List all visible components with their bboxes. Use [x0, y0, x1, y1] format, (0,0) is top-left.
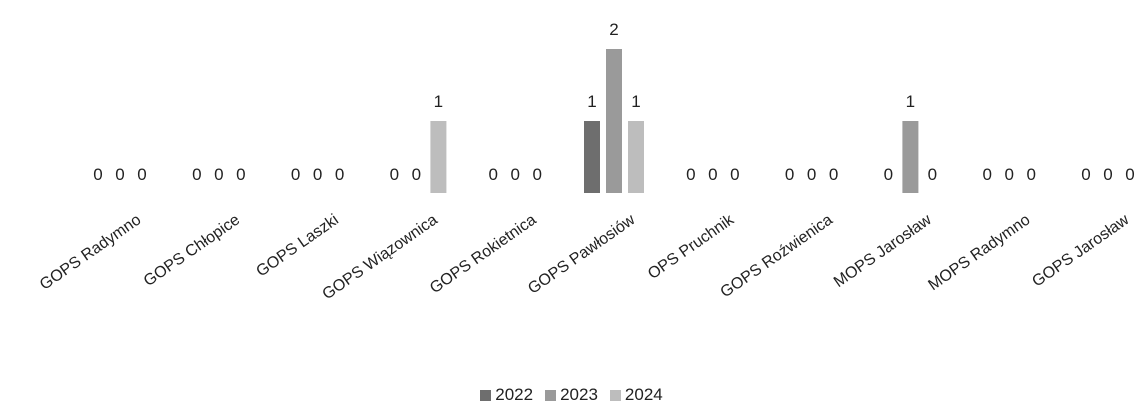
data-label-2022-0: 0	[93, 165, 102, 184]
data-label-2023-10: 0	[1103, 165, 1112, 184]
data-label-2024-7: 0	[829, 165, 838, 184]
data-label-2022-3: 0	[390, 165, 399, 184]
legend-label-2023: 2023	[560, 385, 598, 404]
data-label-2024-0: 0	[137, 165, 146, 184]
data-label-2023-5: 2	[609, 20, 618, 39]
legend-item-2022: 2022	[480, 385, 533, 405]
bar-2023-8	[902, 121, 919, 193]
data-label-2023-6: 0	[708, 165, 717, 184]
category-label-10: GOPS Jarosław	[1029, 211, 1132, 290]
legend-swatch-2022	[480, 390, 492, 402]
data-label-2023-3: 0	[412, 165, 421, 184]
category-label-4: GOPS Rokietnica	[427, 211, 540, 297]
data-label-2023-1: 0	[214, 165, 223, 184]
chart-legend: 2022 2023 2024	[0, 385, 1143, 405]
data-label-2022-7: 0	[785, 165, 794, 184]
data-label-2023-2: 0	[313, 165, 322, 184]
data-label-2023-0: 0	[115, 165, 124, 184]
data-label-2023-8: 1	[906, 92, 915, 111]
data-label-2024-6: 0	[730, 165, 739, 184]
category-label-8: MOPS Jarosław	[831, 211, 935, 291]
data-label-2022-6: 0	[686, 165, 695, 184]
legend-item-2023: 2023	[545, 385, 598, 405]
category-label-2: GOPS Laszki	[253, 211, 341, 280]
data-label-2024-5: 1	[631, 92, 640, 111]
category-label-1: GOPS Chłopice	[141, 211, 243, 290]
data-label-2023-4: 0	[510, 165, 519, 184]
data-label-2022-4: 0	[488, 165, 497, 184]
data-label-2023-9: 0	[1004, 165, 1013, 184]
category-label-9: MOPS Radymno	[925, 211, 1033, 294]
category-label-5: GOPS Pawłosiów	[525, 211, 639, 298]
category-label-0: GOPS Radymno	[37, 211, 144, 293]
data-label-2024-4: 0	[532, 165, 541, 184]
bar-2023-5	[606, 49, 622, 193]
data-label-2022-10: 0	[1081, 165, 1090, 184]
data-label-2024-8: 0	[928, 165, 937, 184]
data-label-2024-10: 0	[1125, 165, 1134, 184]
bar-2024-3	[430, 121, 447, 193]
data-label-2022-2: 0	[291, 165, 300, 184]
legend-label-2024: 2024	[624, 385, 663, 404]
legend-item-2024: 2024	[609, 385, 663, 405]
data-label-2022-8: 0	[884, 165, 893, 184]
data-label-2022-9: 0	[982, 165, 991, 184]
bar-2024-5	[628, 121, 644, 193]
legend-swatch-2024	[609, 390, 621, 402]
data-label-2022-5: 1	[587, 92, 596, 111]
bar-2022-5	[584, 121, 600, 193]
data-label-2024-2: 0	[335, 165, 344, 184]
data-label-2024-1: 0	[236, 165, 245, 184]
legend-swatch-2023	[545, 390, 557, 402]
category-label-6: OPS Pruchnik	[645, 211, 738, 283]
data-label-2024-3: 1	[434, 92, 443, 111]
data-label-2022-1: 0	[192, 165, 201, 184]
data-label-2023-7: 0	[807, 165, 816, 184]
legend-label-2022: 2022	[495, 385, 534, 404]
data-label-2024-9: 0	[1026, 165, 1035, 184]
